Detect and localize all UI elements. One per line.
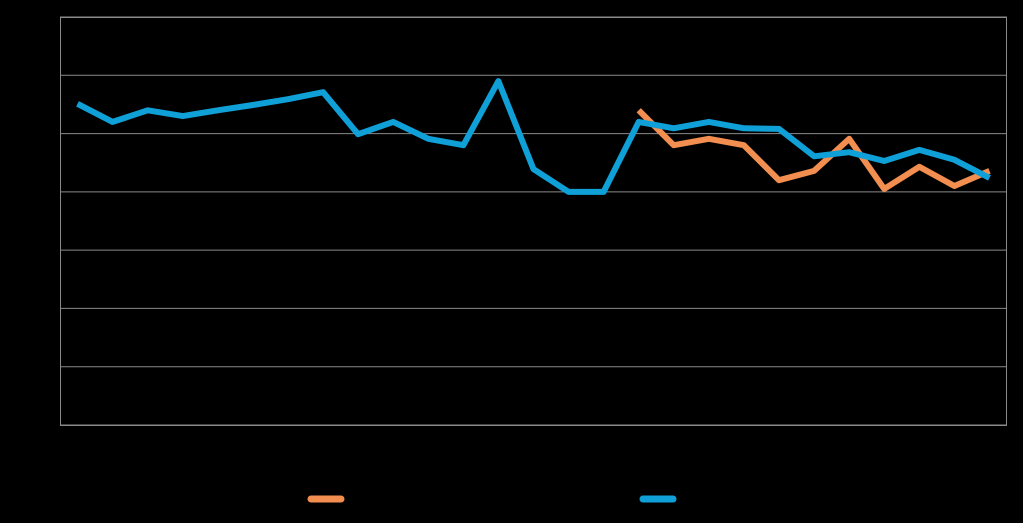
grid: [60, 16, 1007, 426]
plot-frame: [60, 17, 1007, 426]
series-line: [636, 108, 991, 192]
lines: [76, 78, 991, 195]
series-line: [76, 78, 991, 195]
